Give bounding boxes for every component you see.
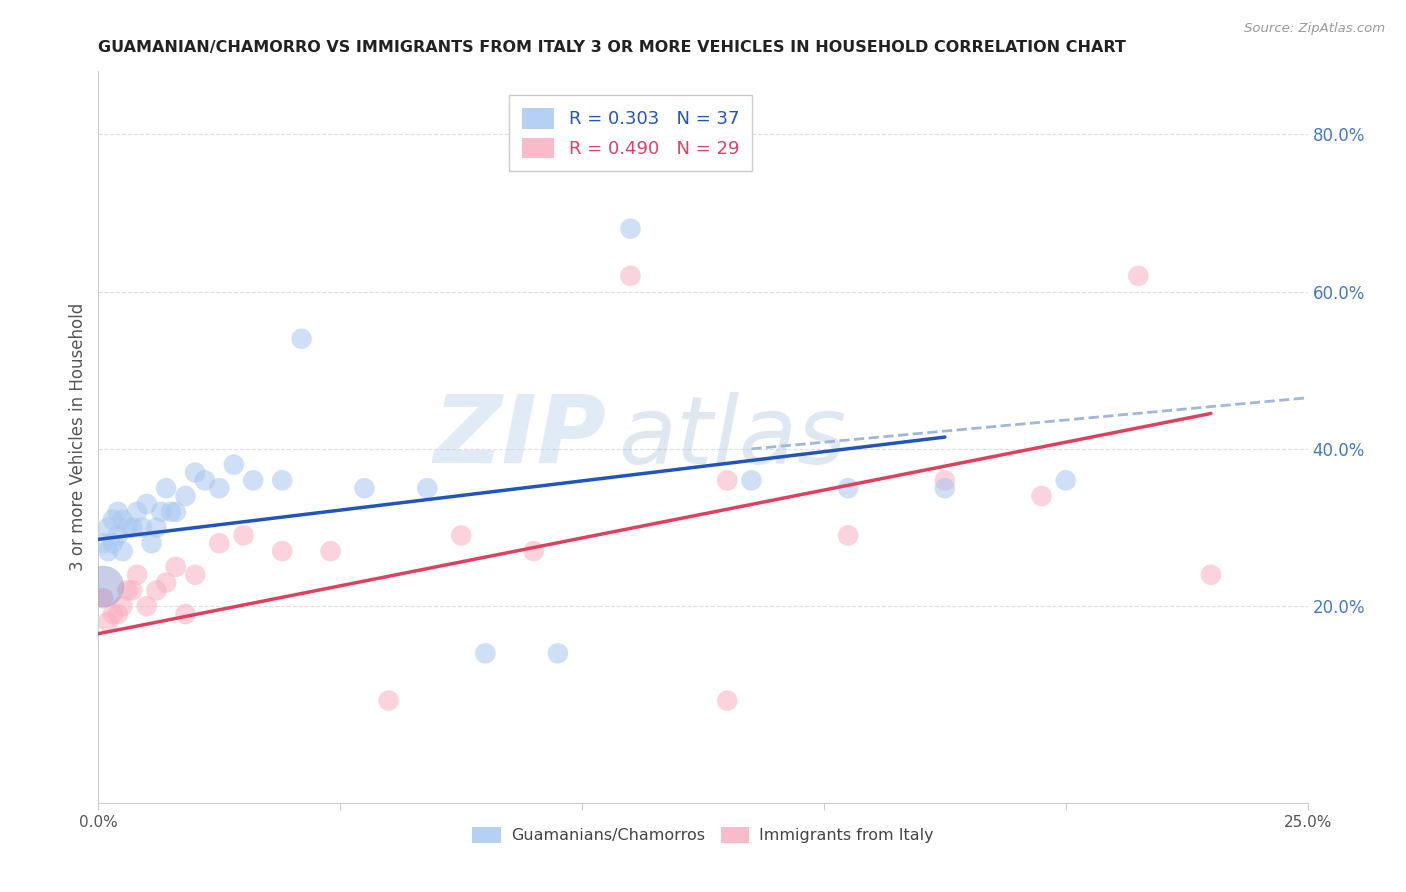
Point — [222, 458, 245, 472]
Point — [290, 332, 312, 346]
Point — [934, 481, 956, 495]
Point — [111, 513, 134, 527]
Point — [837, 528, 859, 542]
Point — [1128, 268, 1150, 283]
Point — [107, 505, 129, 519]
Point — [101, 607, 124, 621]
Point — [155, 481, 177, 495]
Point — [934, 473, 956, 487]
Point — [107, 528, 129, 542]
Point — [101, 536, 124, 550]
Text: ZIP: ZIP — [433, 391, 606, 483]
Point — [97, 615, 120, 629]
Point — [619, 268, 641, 283]
Point — [194, 473, 217, 487]
Point — [1054, 473, 1077, 487]
Point — [184, 466, 207, 480]
Point — [111, 544, 134, 558]
Point — [377, 693, 399, 707]
Point — [174, 489, 197, 503]
Point — [127, 505, 149, 519]
Point — [416, 481, 439, 495]
Point — [135, 599, 157, 614]
Point — [165, 559, 187, 574]
Point — [160, 505, 183, 519]
Point — [117, 583, 139, 598]
Point — [145, 583, 167, 598]
Point — [716, 693, 738, 707]
Point — [101, 513, 124, 527]
Point — [127, 567, 149, 582]
Point — [523, 544, 546, 558]
Text: Source: ZipAtlas.com: Source: ZipAtlas.com — [1244, 22, 1385, 36]
Point — [111, 599, 134, 614]
Point — [353, 481, 375, 495]
Point — [184, 567, 207, 582]
Point — [121, 520, 143, 534]
Point — [121, 583, 143, 598]
Point — [1031, 489, 1053, 503]
Point — [271, 544, 294, 558]
Point — [740, 473, 762, 487]
Point — [117, 520, 139, 534]
Point — [716, 473, 738, 487]
Point — [242, 473, 264, 487]
Point — [208, 536, 231, 550]
Point — [91, 591, 114, 606]
Point — [174, 607, 197, 621]
Point — [547, 646, 569, 660]
Point — [135, 497, 157, 511]
Point — [141, 536, 163, 550]
Point — [107, 607, 129, 621]
Point — [91, 536, 114, 550]
Point — [450, 528, 472, 542]
Point — [232, 528, 254, 542]
Text: GUAMANIAN/CHAMORRO VS IMMIGRANTS FROM ITALY 3 OR MORE VEHICLES IN HOUSEHOLD CORR: GUAMANIAN/CHAMORRO VS IMMIGRANTS FROM IT… — [98, 40, 1126, 55]
Point — [97, 520, 120, 534]
Point — [1199, 567, 1222, 582]
Point — [150, 505, 173, 519]
Point — [165, 505, 187, 519]
Y-axis label: 3 or more Vehicles in Household: 3 or more Vehicles in Household — [69, 303, 87, 571]
Point — [619, 221, 641, 235]
Point — [131, 520, 153, 534]
Point — [91, 580, 114, 594]
Point — [97, 544, 120, 558]
Text: atlas: atlas — [619, 392, 846, 483]
Point — [155, 575, 177, 590]
Point — [208, 481, 231, 495]
Point — [271, 473, 294, 487]
Point — [837, 481, 859, 495]
Point — [145, 520, 167, 534]
Legend: Guamanians/Chamorros, Immigrants from Italy: Guamanians/Chamorros, Immigrants from It… — [465, 821, 941, 850]
Point — [474, 646, 496, 660]
Point — [319, 544, 342, 558]
